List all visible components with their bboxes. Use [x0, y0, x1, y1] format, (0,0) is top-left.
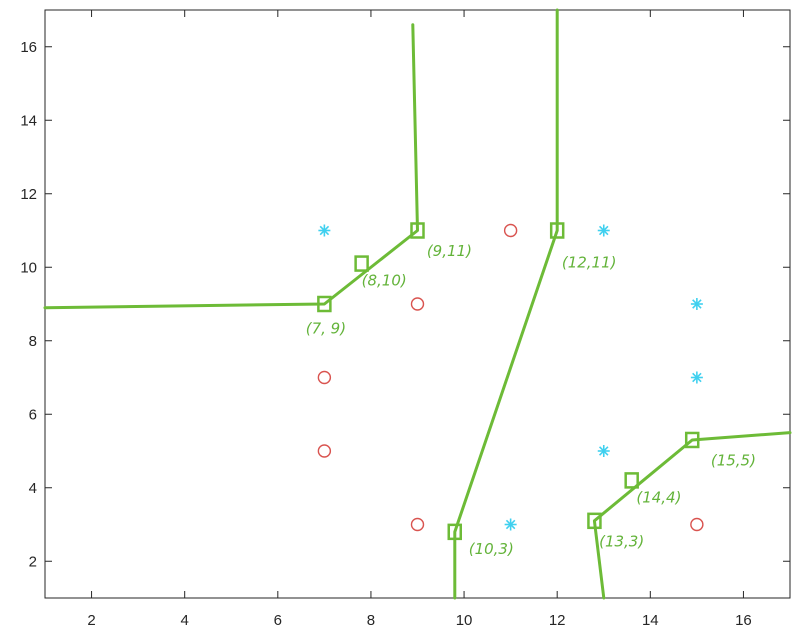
circle-point: [317, 370, 332, 385]
vertex-marker: [549, 222, 565, 239]
circle-point: [317, 444, 332, 458]
asterisk-point: [690, 298, 703, 310]
asterisk-point: [597, 445, 610, 457]
asterisk-point: [690, 371, 703, 384]
boundary-line: [43, 23, 419, 310]
y-tick-label: 12: [20, 186, 37, 203]
asterisk-point: [504, 518, 517, 531]
circle-point: [410, 297, 425, 311]
vertex-marker: [684, 431, 700, 449]
vertex-annotation: (15,5): [711, 452, 756, 470]
vertex-annotation: (10,3): [469, 540, 514, 558]
boundary-line: [453, 8, 559, 600]
x-tick-label: 8: [367, 612, 375, 629]
vertex-marker: [624, 472, 639, 489]
x-tick-label: 4: [181, 612, 189, 629]
vertex-annotation: (13,3): [599, 533, 644, 551]
boundary-line: [592, 431, 792, 600]
axes-box: [44, 9, 791, 599]
x-tick-label: 10: [456, 612, 473, 629]
circle-point: [410, 517, 425, 532]
vertex-annotation: (9,11): [427, 242, 472, 260]
vertex-marker: [354, 255, 369, 272]
vertex-marker: [410, 222, 425, 239]
y-tick-label: 4: [29, 480, 37, 497]
vertex-annotation: (12,11): [562, 253, 617, 271]
vertex-marker: [587, 512, 602, 530]
y-tick-label: 10: [20, 259, 37, 276]
circle-point: [503, 223, 518, 238]
asterisk-point: [318, 224, 331, 237]
y-tick-label: 8: [29, 333, 37, 350]
y-tick-label: 16: [20, 39, 37, 56]
x-tick-label: 14: [642, 612, 659, 629]
circle-point: [690, 517, 704, 532]
y-tick-label: 6: [29, 406, 37, 423]
y-tick-label: 14: [20, 112, 37, 129]
x-tick-label: 12: [549, 612, 566, 629]
vertex-annotation: (14,4): [636, 488, 681, 506]
y-tick-label: 2: [29, 553, 37, 570]
asterisk-point: [597, 224, 610, 237]
vertex-marker: [317, 295, 332, 313]
x-tick-label: 6: [274, 612, 282, 629]
vertex-annotation: (8,10): [362, 272, 407, 290]
x-tick-label: 2: [87, 612, 95, 629]
vertex-annotation: (7, 9): [306, 319, 346, 337]
vertex-marker: [447, 523, 462, 541]
x-tick-label: 16: [735, 612, 752, 629]
